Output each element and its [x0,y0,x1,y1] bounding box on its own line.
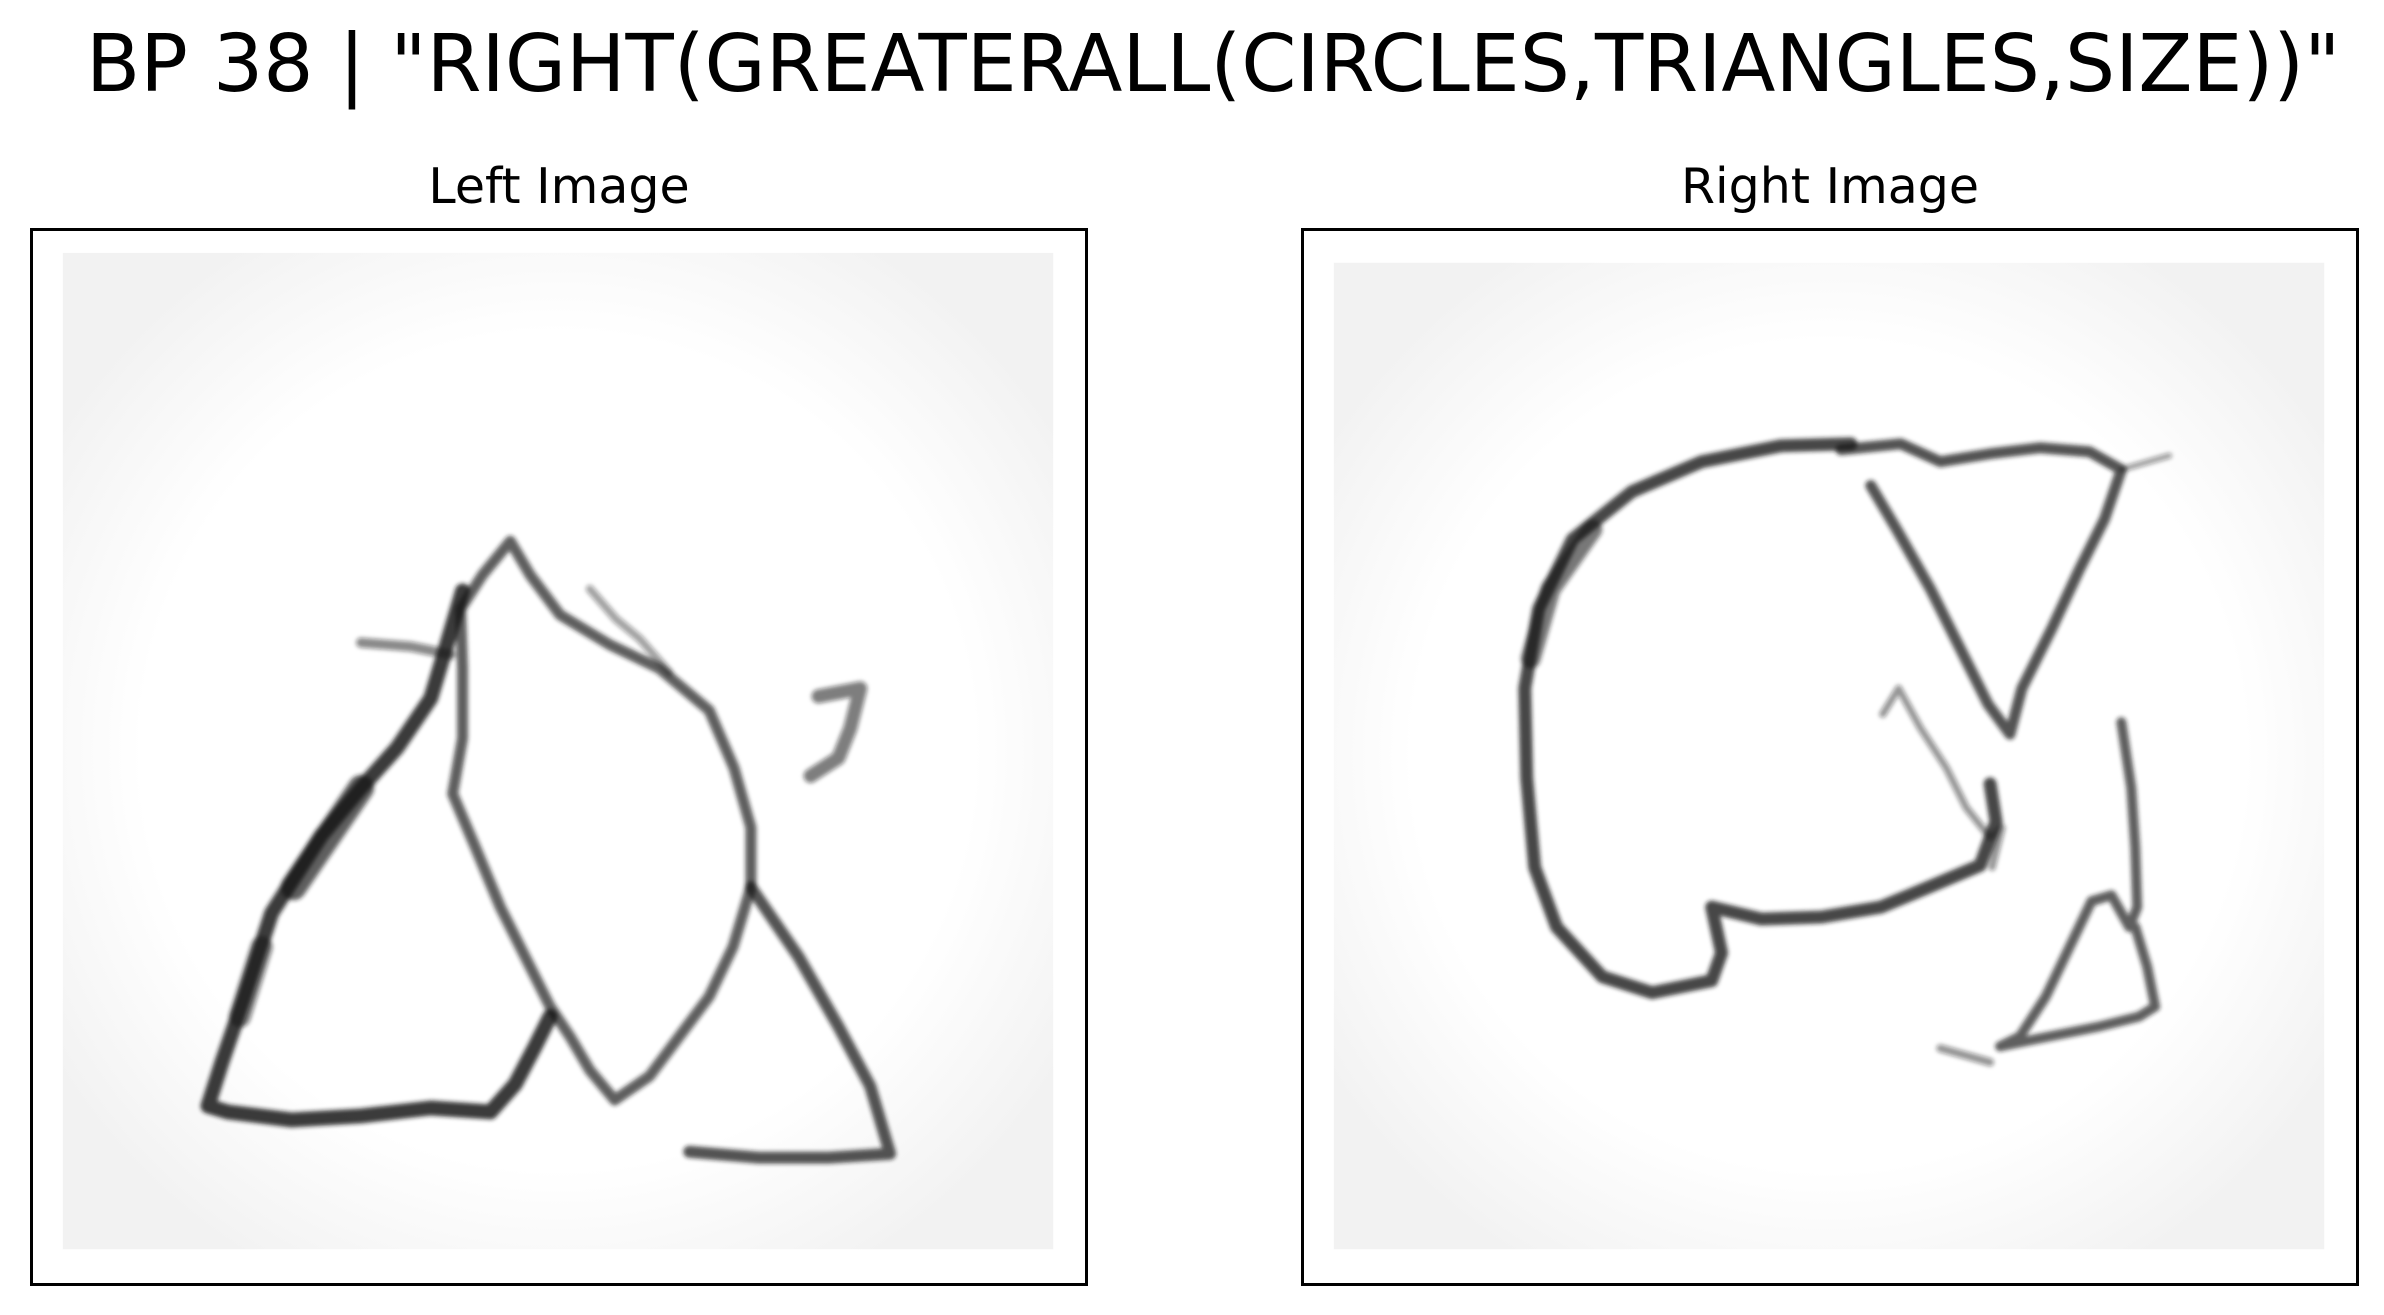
right-image-background [1333,262,2325,1250]
right-circle-shape [1518,437,2003,1000]
left-image-panel [30,228,1088,1286]
left-stray-mark [585,584,674,677]
figure-title: BP 38 | "RIGHT(GREATERALL(CIRCLES,TRIANG… [86,18,2341,110]
right-stray-mark [1879,684,2006,871]
left-triangle-shape [200,583,558,1128]
left-circle-shape [447,535,757,1106]
left-image-drawing [62,252,1054,1250]
right-image-drawing [1333,262,2325,1250]
right-panel-title: Right Image [1680,158,1980,215]
right-triangle-shape [1835,438,2127,740]
left-triangle-shape-2 [683,881,897,1164]
right-triangle-shape-2 [1995,717,2161,1052]
left-image-background [62,252,1054,1250]
left-panel-title: Left Image [428,158,690,215]
right-image-panel [1301,228,2359,1286]
